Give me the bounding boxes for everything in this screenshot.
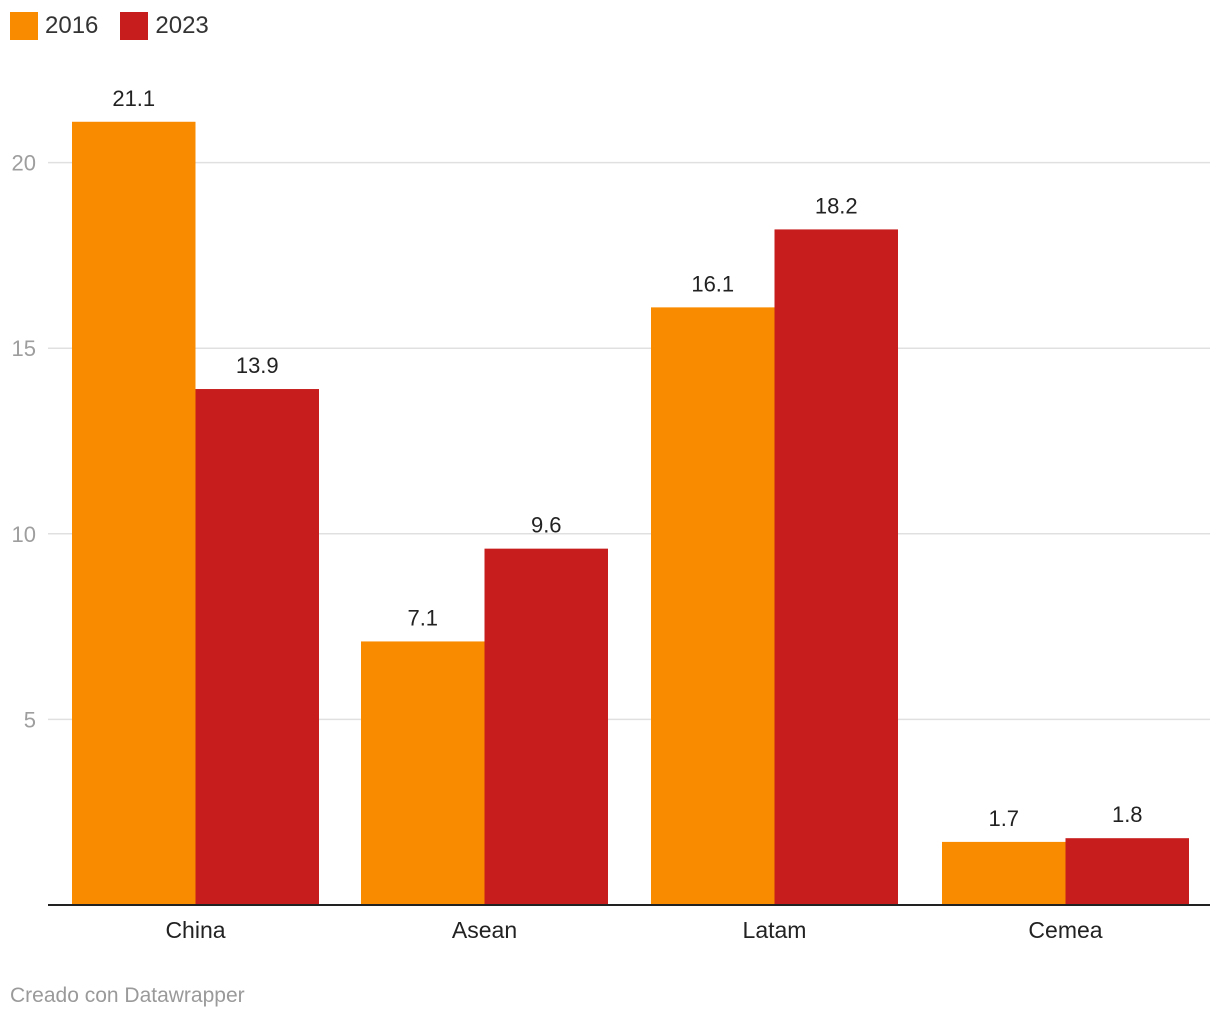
value-label-latam-2016: 16.1: [691, 271, 734, 296]
value-label-china-2016: 21.1: [112, 86, 155, 111]
value-label-latam-2023: 18.2: [815, 193, 858, 218]
y-tick-label-20: 20: [12, 151, 36, 176]
value-label-asean-2023: 9.6: [531, 513, 562, 538]
y-tick-label-5: 5: [24, 707, 36, 732]
x-category-label-latam: Latam: [743, 917, 807, 943]
legend-label-2023: 2023: [155, 12, 209, 39]
y-tick-label-15: 15: [12, 336, 36, 361]
value-label-china-2023: 13.9: [236, 353, 279, 378]
x-category-label-cemea: Cemea: [1028, 917, 1102, 943]
bar-latam-2023: [774, 229, 898, 905]
value-label-cemea-2023: 1.8: [1112, 802, 1143, 827]
y-tick-label-10: 10: [12, 522, 36, 547]
legend-item-2016: 2016: [10, 12, 98, 40]
chart-legend: 2016 2023: [10, 12, 209, 40]
legend-swatch-2023: [120, 12, 149, 40]
x-category-label-china: China: [165, 917, 225, 943]
legend-item-2023: 2023: [120, 12, 209, 40]
legend-swatch-2016: [10, 12, 38, 40]
bar-asean-2016: [361, 641, 485, 905]
bar-latam-2016: [651, 307, 775, 905]
bar-cemea-2016: [942, 841, 1066, 905]
bar-china-2023: [195, 389, 319, 906]
footer-credit: Creado con Datawrapper: [10, 984, 245, 1007]
value-label-asean-2016: 7.1: [407, 605, 438, 630]
bar-cemea-2023: [1065, 838, 1189, 905]
legend-label-2016: 2016: [45, 12, 99, 39]
value-label-cemea-2016: 1.7: [988, 806, 1019, 831]
bar-china-2016: [72, 121, 196, 905]
bar-asean-2023: [484, 548, 608, 905]
x-category-label-asean: Asean: [452, 917, 517, 943]
